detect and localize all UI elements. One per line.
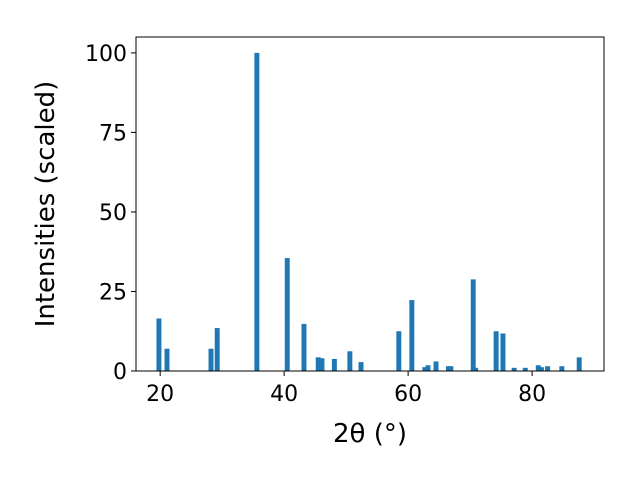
x-tick-label: 40: [270, 382, 298, 407]
x-tick-label: 80: [518, 382, 546, 407]
bar: [433, 361, 439, 371]
bar: [511, 367, 517, 371]
bar: [396, 331, 402, 371]
bar: [331, 358, 337, 371]
bar: [473, 367, 479, 371]
bar: [214, 328, 220, 371]
plot-frame: [135, 36, 605, 372]
y-tick-label: 0: [113, 360, 127, 385]
y-axis-label: Intensities (scaled): [31, 81, 61, 328]
y-tick-label: 75: [99, 121, 127, 146]
bar: [500, 333, 506, 371]
bar: [284, 258, 290, 371]
bar: [319, 358, 325, 371]
bar: [559, 366, 565, 371]
bar: [522, 367, 528, 371]
bar: [164, 348, 170, 371]
bar: [315, 357, 321, 371]
x-tick-label: 20: [146, 382, 174, 407]
y-tick-label: 50: [99, 201, 127, 226]
bar: [538, 367, 544, 371]
bar: [422, 367, 428, 371]
bar: [545, 366, 551, 371]
bar: [535, 365, 541, 371]
x-tick-label: 60: [394, 382, 422, 407]
bar: [301, 323, 307, 371]
y-tick-label: 25: [99, 280, 127, 305]
bar: [358, 362, 364, 371]
y-tick-label: 100: [85, 42, 127, 67]
bar: [576, 357, 582, 371]
x-axis-label: 2θ (°): [333, 419, 407, 449]
bar: [156, 318, 162, 371]
bar: [254, 52, 260, 372]
bar: [470, 279, 476, 371]
bar: [448, 366, 454, 371]
bar: [208, 348, 214, 371]
bar: [347, 351, 353, 371]
bar: [409, 300, 415, 371]
bar: [493, 331, 499, 371]
bar: [425, 365, 431, 371]
